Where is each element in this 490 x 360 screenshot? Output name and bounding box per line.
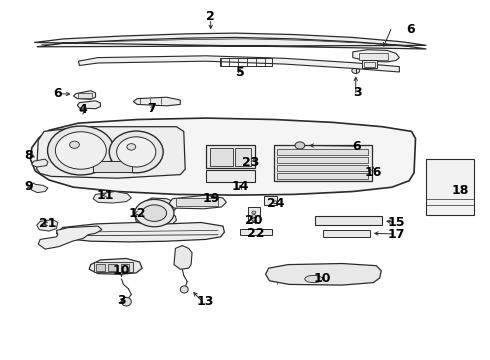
Text: 9: 9 (24, 180, 33, 193)
Bar (121, 264, 129, 271)
Polygon shape (133, 97, 180, 106)
Ellipse shape (117, 137, 156, 167)
Polygon shape (135, 198, 177, 226)
Polygon shape (37, 220, 58, 231)
Text: 7: 7 (147, 102, 156, 115)
Bar (206, 145, 255, 168)
Text: 24: 24 (267, 197, 284, 210)
Polygon shape (38, 226, 102, 249)
Polygon shape (37, 127, 185, 178)
Text: 8: 8 (24, 149, 33, 162)
Text: 10: 10 (314, 273, 331, 285)
Ellipse shape (295, 142, 305, 149)
Text: 13: 13 (196, 295, 214, 308)
Ellipse shape (70, 141, 79, 148)
Polygon shape (353, 50, 399, 62)
Polygon shape (93, 192, 131, 203)
Text: 6: 6 (352, 140, 361, 153)
Bar (93, 161, 132, 172)
Polygon shape (266, 264, 381, 285)
Text: 6: 6 (406, 23, 415, 36)
Polygon shape (174, 246, 192, 269)
Ellipse shape (122, 297, 131, 306)
Bar (315, 216, 382, 225)
Bar (426, 159, 474, 215)
Bar (364, 62, 375, 67)
Polygon shape (169, 195, 226, 209)
Polygon shape (89, 258, 142, 274)
Ellipse shape (252, 211, 256, 214)
Text: 6: 6 (53, 87, 62, 100)
Text: 22: 22 (247, 227, 265, 240)
Bar (323, 230, 370, 237)
Bar (249, 208, 259, 221)
Text: 2: 2 (206, 10, 215, 23)
Bar (277, 165, 368, 171)
Bar (206, 170, 255, 182)
Text: 15: 15 (387, 216, 405, 229)
Bar (248, 207, 260, 222)
Text: 19: 19 (203, 192, 220, 204)
Polygon shape (77, 101, 100, 109)
Text: 3: 3 (117, 294, 126, 307)
Polygon shape (30, 183, 48, 193)
Bar (96, 264, 105, 271)
Text: 10: 10 (113, 264, 130, 277)
Ellipse shape (252, 215, 256, 217)
Ellipse shape (352, 68, 360, 73)
Bar (210, 148, 233, 166)
Text: 18: 18 (452, 184, 469, 197)
Text: 20: 20 (245, 214, 263, 227)
Bar (176, 198, 218, 206)
Text: 11: 11 (96, 189, 114, 202)
Polygon shape (56, 222, 224, 242)
Bar (108, 264, 117, 271)
Text: 21: 21 (39, 217, 57, 230)
Bar (240, 229, 272, 235)
Bar (362, 60, 377, 68)
Polygon shape (74, 91, 96, 99)
Bar (220, 58, 272, 66)
Text: 17: 17 (387, 228, 405, 240)
Bar (264, 196, 277, 205)
Ellipse shape (252, 218, 256, 221)
Ellipse shape (180, 286, 188, 293)
Ellipse shape (142, 205, 167, 221)
Bar (94, 262, 133, 272)
Bar (274, 145, 372, 181)
Bar (277, 173, 368, 179)
Ellipse shape (135, 199, 174, 227)
Bar (277, 149, 368, 155)
Text: 16: 16 (365, 166, 382, 179)
Text: 5: 5 (236, 66, 245, 78)
Text: 4: 4 (78, 103, 87, 116)
Bar (235, 148, 251, 166)
Ellipse shape (127, 144, 136, 150)
Bar (277, 157, 368, 163)
Polygon shape (30, 118, 416, 195)
Polygon shape (78, 56, 399, 72)
Polygon shape (32, 159, 48, 167)
Polygon shape (34, 33, 426, 49)
Text: 12: 12 (128, 207, 146, 220)
Text: 23: 23 (242, 156, 260, 169)
Text: 14: 14 (231, 180, 249, 193)
Bar (359, 53, 388, 60)
Bar (78, 93, 92, 98)
Ellipse shape (48, 126, 114, 175)
Ellipse shape (55, 132, 106, 169)
Ellipse shape (305, 275, 322, 283)
Text: 3: 3 (353, 86, 362, 99)
Ellipse shape (109, 131, 163, 173)
